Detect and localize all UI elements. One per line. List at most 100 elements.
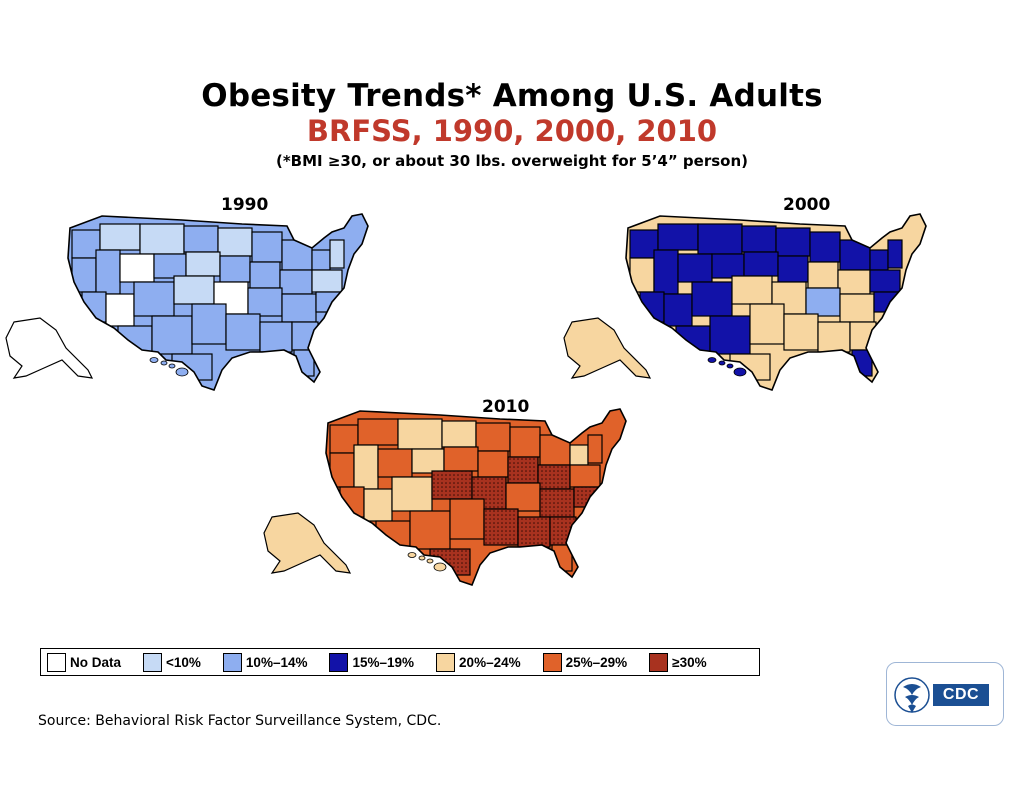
legend-label: ≥30% bbox=[672, 654, 707, 670]
legend-swatch bbox=[143, 652, 163, 672]
state-region bbox=[777, 255, 809, 283]
state-region bbox=[639, 291, 665, 323]
hawaii-island bbox=[418, 555, 426, 561]
state-region bbox=[183, 225, 219, 253]
state-region bbox=[741, 225, 777, 253]
state-region bbox=[251, 351, 273, 373]
state-region bbox=[809, 351, 831, 373]
state-region bbox=[217, 227, 253, 257]
state-region bbox=[219, 255, 251, 283]
state-region bbox=[259, 321, 293, 353]
state-region bbox=[281, 293, 317, 323]
hawaii-island bbox=[149, 357, 159, 363]
state-region bbox=[549, 516, 577, 546]
legend: No Data <10% 10%–14% 15%–19% 20%–24% 25%… bbox=[40, 648, 760, 676]
state-region bbox=[429, 548, 471, 576]
state-region bbox=[749, 303, 785, 345]
legend-item-ge30: ≥30% bbox=[649, 652, 707, 672]
state-region bbox=[677, 253, 713, 283]
state-region bbox=[311, 249, 331, 271]
us-outline bbox=[67, 213, 369, 391]
state-region bbox=[133, 281, 175, 317]
state-region bbox=[537, 464, 571, 490]
state-region bbox=[807, 261, 839, 289]
state-region bbox=[711, 253, 745, 279]
state-region bbox=[329, 239, 345, 269]
state-region bbox=[517, 516, 551, 548]
state-region bbox=[743, 251, 779, 277]
hawaii-island bbox=[433, 562, 447, 572]
state-region bbox=[509, 546, 531, 568]
state-region bbox=[837, 269, 871, 295]
state-region bbox=[839, 293, 875, 323]
state-region bbox=[281, 239, 313, 271]
state-region bbox=[839, 239, 871, 271]
us-map-2010 bbox=[263, 408, 627, 586]
state-region bbox=[431, 470, 473, 500]
alaska-region bbox=[263, 512, 352, 574]
legend-item-no-data: No Data bbox=[47, 652, 121, 672]
state-region bbox=[729, 353, 771, 381]
map-year-label-2010: 2010 bbox=[482, 397, 530, 417]
legend-label: <10% bbox=[166, 654, 201, 670]
hawaii-island bbox=[426, 558, 434, 564]
legend-item-15-19: 15%–19% bbox=[329, 652, 414, 672]
hawaii-island bbox=[407, 552, 417, 558]
state-region bbox=[441, 420, 477, 448]
legend-swatch bbox=[542, 652, 562, 672]
state-region bbox=[375, 520, 411, 548]
hawaii-island bbox=[733, 367, 747, 377]
state-region bbox=[81, 291, 107, 323]
state-region bbox=[117, 325, 153, 353]
state-region bbox=[247, 287, 283, 317]
hawaii-island bbox=[707, 357, 717, 363]
state-region bbox=[363, 488, 393, 522]
legend-item-10-14: 10%–14% bbox=[222, 652, 307, 672]
state-region bbox=[251, 231, 283, 263]
hawaii-island bbox=[726, 363, 734, 369]
state-region bbox=[691, 281, 733, 317]
state-region bbox=[329, 424, 359, 454]
state-region bbox=[539, 488, 575, 518]
state-region bbox=[357, 418, 399, 446]
state-region bbox=[477, 450, 509, 478]
legend-swatch bbox=[436, 652, 456, 672]
state-region bbox=[391, 476, 433, 512]
state-region bbox=[249, 261, 281, 289]
state-region bbox=[449, 498, 485, 540]
state-region bbox=[849, 321, 877, 351]
legend-swatch bbox=[222, 652, 242, 672]
source-note: Source: Behavioral Risk Factor Surveilla… bbox=[38, 713, 442, 729]
state-region bbox=[887, 239, 903, 269]
state-region bbox=[151, 315, 193, 355]
hhs-eagle-icon bbox=[894, 677, 930, 713]
state-region bbox=[105, 293, 135, 327]
state-region bbox=[539, 434, 571, 466]
state-region bbox=[869, 249, 889, 271]
alaska-region bbox=[563, 317, 652, 379]
chart-title: Obesity Trends* Among U.S. Adults bbox=[201, 78, 823, 114]
state-region bbox=[569, 464, 601, 488]
state-region bbox=[505, 482, 541, 512]
legend-item-lt10: <10% bbox=[143, 652, 201, 672]
hawaii-island bbox=[168, 363, 176, 369]
state-region bbox=[775, 227, 811, 257]
state-region bbox=[95, 249, 121, 295]
state-region bbox=[809, 231, 841, 263]
state-region bbox=[153, 253, 187, 279]
state-region bbox=[657, 223, 699, 251]
state-region bbox=[653, 249, 679, 295]
state-region bbox=[225, 313, 261, 351]
legend-item-20-24: 20%–24% bbox=[436, 652, 521, 672]
state-region bbox=[191, 303, 227, 345]
state-region bbox=[291, 321, 319, 351]
state-region bbox=[409, 510, 451, 550]
state-region bbox=[119, 253, 155, 283]
state-region bbox=[411, 448, 445, 474]
state-region bbox=[475, 422, 511, 452]
cdc-wordmark: CDC bbox=[933, 684, 989, 706]
state-region bbox=[311, 269, 343, 293]
bmi-footnote: (*BMI ≥30, or about 30 lbs. overweight f… bbox=[275, 152, 749, 170]
map-year-label-1990: 1990 bbox=[221, 195, 269, 215]
state-region bbox=[99, 223, 141, 251]
